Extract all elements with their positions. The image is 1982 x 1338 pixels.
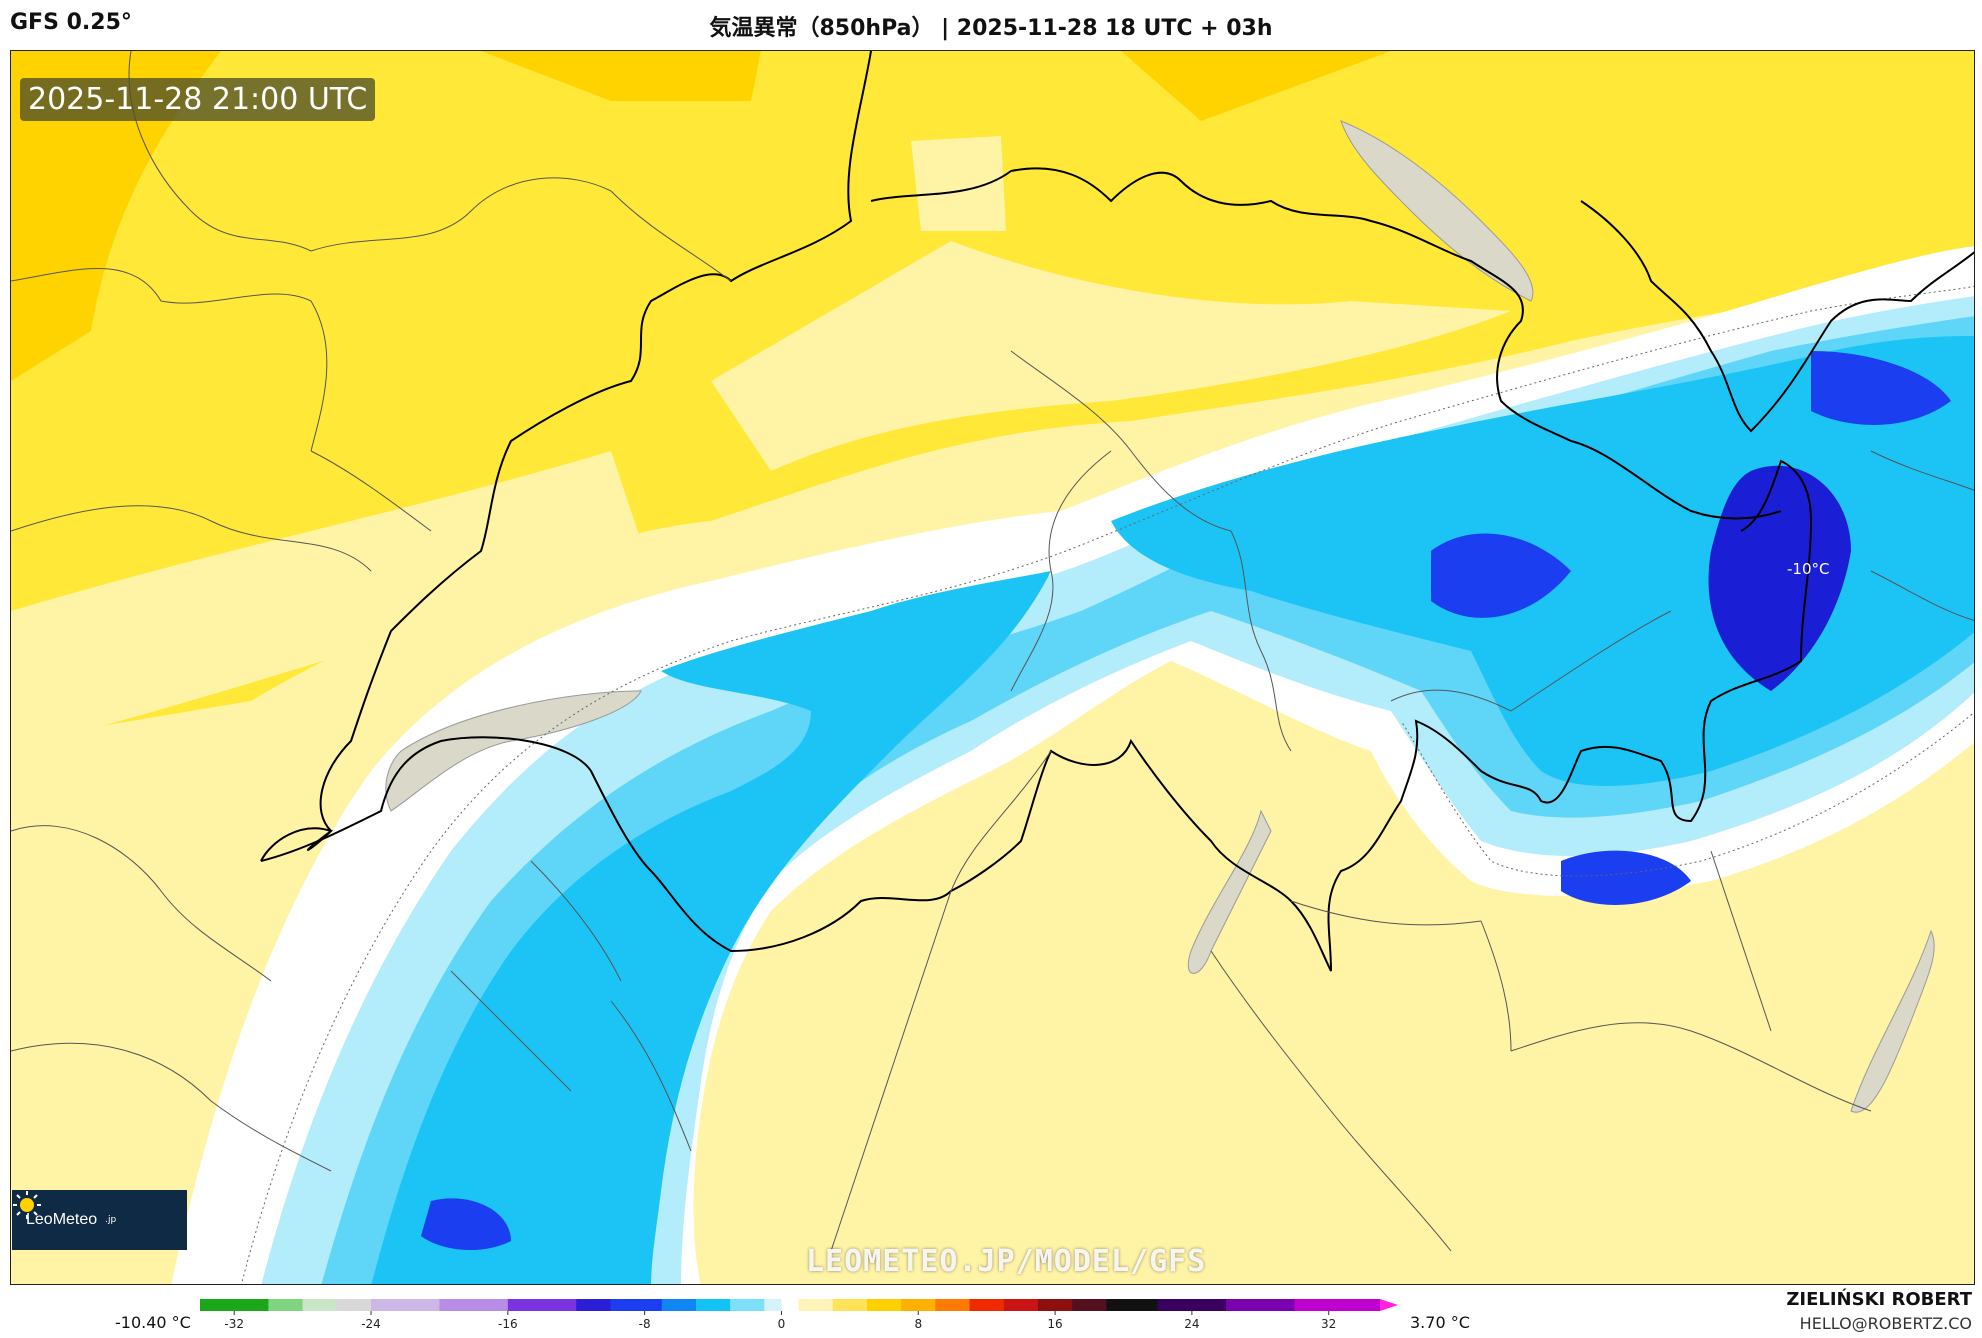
map-panel: 2025-11-28 21:00 UTC -10°C LEOMETEO.JP/M…	[10, 50, 1975, 1285]
anomaly-field-pale-band	[711, 241, 1511, 471]
leometeo-logo: LeoMeteo .jp	[12, 1190, 187, 1250]
anomaly-field-gold-notch	[481, 51, 761, 101]
colorbar-segment	[798, 1299, 834, 1311]
colorbar-tick-label: 0	[778, 1317, 786, 1331]
colorbar-segment	[730, 1299, 765, 1311]
colorbar-min-label: -10.40 °C	[115, 1313, 191, 1332]
colorbar-segment	[268, 1299, 304, 1311]
lake-west	[385, 690, 642, 812]
colorbar-tick-label: 8	[914, 1317, 922, 1331]
source-watermark: LEOMETEO.JP/MODEL/GFS	[806, 1244, 1207, 1279]
colorbar-segment	[610, 1299, 663, 1311]
anomaly-map	[11, 51, 1974, 1284]
anomaly-field-gold-nw	[11, 51, 221, 381]
colorbar-tick-label: -32	[224, 1317, 244, 1331]
valid-time-stamp: 2025-11-28 21:00 UTC	[20, 78, 376, 121]
colorbar-tick-label: -24	[361, 1317, 381, 1331]
author-email: HELLO@ROBERTZ.CO	[1799, 1314, 1972, 1333]
colorbar-segment	[935, 1299, 971, 1311]
colorbar-tick-label: 24	[1184, 1317, 1199, 1331]
colorbar-segment	[302, 1299, 338, 1311]
colorbar-segment	[336, 1299, 372, 1311]
national-border	[1580, 200, 1974, 433]
colorbar-segment	[764, 1299, 782, 1311]
colorbar-segment	[969, 1299, 1005, 1311]
national-border	[260, 51, 872, 862]
anomaly-field-cold-core-sw	[421, 1198, 511, 1251]
colorbar-segment	[1072, 1299, 1107, 1311]
colorbar-segment	[866, 1299, 902, 1311]
colorbar-segment	[507, 1299, 577, 1311]
anomaly-field-pale-patch	[911, 136, 1006, 231]
colorbar-segment	[781, 1299, 800, 1311]
colorbar-segment	[439, 1299, 509, 1311]
anomaly-field-cold-core-east	[1431, 351, 1951, 905]
colorbar-segment	[371, 1299, 440, 1311]
anomaly-field-cool-strong	[371, 336, 1974, 1284]
colorbar-segment	[576, 1299, 611, 1311]
national-border	[260, 459, 1813, 972]
colorbar-segment	[832, 1299, 868, 1311]
lake-north	[1340, 120, 1534, 302]
colorbar-segment	[661, 1299, 697, 1311]
colorbar-max-label: 3.70 °C	[1410, 1313, 1470, 1332]
sun-icon	[13, 1191, 41, 1219]
lake-south	[1187, 809, 1272, 974]
logo-suffix: .jp	[105, 1215, 117, 1225]
regional-borders	[11, 51, 1974, 1252]
anomaly-field-cold-core-center	[1708, 465, 1851, 691]
colorbar: -32 -24 -16 -8 0 8 16 24 32	[200, 1299, 1398, 1331]
colorbar-segment	[1037, 1299, 1073, 1311]
model-label: GFS 0.25°	[10, 10, 132, 35]
colorbar-segment	[901, 1299, 936, 1311]
colorbar-tick-label: -16	[498, 1317, 518, 1331]
colorbar-extend-max	[1380, 1299, 1398, 1311]
anomaly-field-gold-north	[1121, 51, 1391, 121]
contour-line	[241, 285, 1974, 1284]
national-border	[870, 167, 1782, 520]
colorbar-segment	[695, 1299, 731, 1311]
colorbar-segment	[1226, 1299, 1295, 1311]
colorbar-segment	[1157, 1299, 1227, 1311]
colorbar-segment	[1294, 1299, 1381, 1311]
colorbar-tick-label: 16	[1047, 1317, 1062, 1331]
colorbar-segment	[200, 1299, 269, 1311]
lake-southeast	[1850, 929, 1935, 1113]
chart-title: 気温異常（850hPa） | 2025-11-28 18 UTC + 03h	[709, 16, 1273, 41]
anomaly-field-pale-west	[11, 451, 651, 751]
colorbar-tick-label: 32	[1321, 1317, 1336, 1331]
author-name: ZIELIŃSKI ROBERT	[1786, 1289, 1972, 1310]
colorbar-segment	[1106, 1299, 1159, 1311]
colorbar-tick-label: -8	[639, 1317, 651, 1331]
contour-label: -10°C	[1787, 560, 1830, 578]
colorbar-segment	[1003, 1299, 1039, 1311]
contour-line	[1400, 711, 1974, 877]
logo-brand: LeoMeteo	[26, 1211, 98, 1228]
